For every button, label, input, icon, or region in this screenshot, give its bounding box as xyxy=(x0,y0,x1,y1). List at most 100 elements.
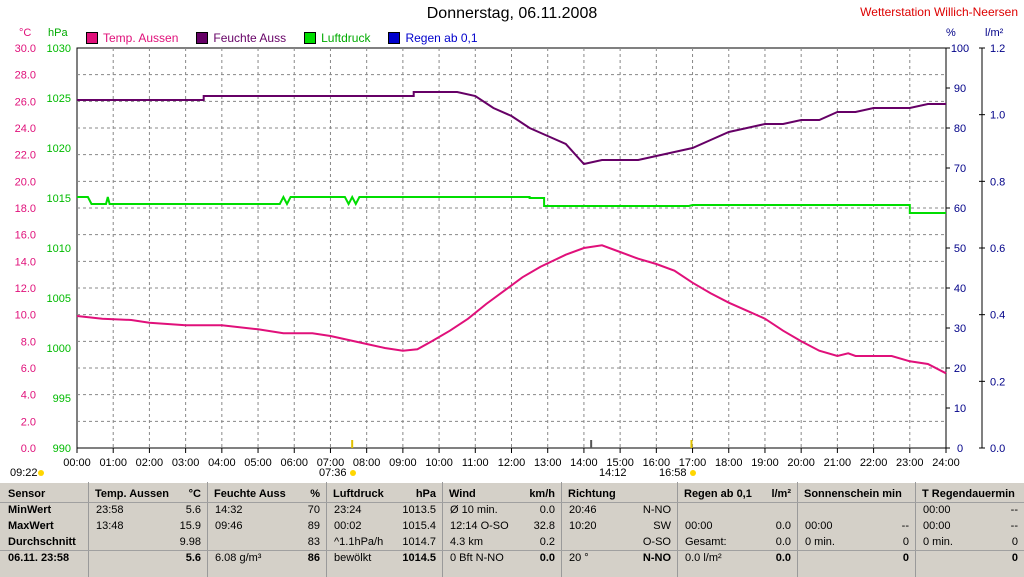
column-header: Wind xyxy=(449,488,476,500)
humidity-tick-label: 60 xyxy=(954,203,966,215)
legend-label-rain: Regen ab 0,1 xyxy=(405,31,478,45)
x-tick-label: 07:00 xyxy=(317,457,345,469)
rain-tick-label: 1.2 xyxy=(990,43,1005,55)
x-tick-label: 17:00 xyxy=(679,457,707,469)
column-separator xyxy=(797,482,798,577)
pressure-tick-label: 1030 xyxy=(47,43,71,55)
legend-item-pressure: Luftdruck xyxy=(304,31,370,45)
cell-value: 0.2 xyxy=(539,536,555,548)
humidity-tick-label: 50 xyxy=(954,243,966,255)
cell-label: 6.08 g/m³ xyxy=(215,552,262,564)
cell-value: 89 xyxy=(307,520,320,532)
x-tick-label: 01:00 xyxy=(99,457,127,469)
cell-label: 0 Bft N-NO xyxy=(450,552,504,564)
cell-label: 10:20 xyxy=(569,520,597,532)
temp-tick-label: 4.0 xyxy=(21,390,36,402)
x-tick-label: 12:00 xyxy=(498,457,526,469)
cell-label: ^1.1hPa/h xyxy=(334,536,384,548)
temp-tick-label: 12.0 xyxy=(15,283,36,295)
row-label-header: Sensor xyxy=(8,488,46,500)
column-header: Sonnenschein min xyxy=(804,488,902,500)
x-tick-label: 22:00 xyxy=(860,457,888,469)
x-tick-label: 19:00 xyxy=(751,457,779,469)
cell-label: 09:46 xyxy=(215,520,243,532)
cell-label: 0.0 l/m² xyxy=(685,552,722,564)
cell-value: 1013.5 xyxy=(402,504,436,516)
x-tick-label: 18:00 xyxy=(715,457,743,469)
temp-tick-label: 28.0 xyxy=(15,70,36,82)
humidity-swatch xyxy=(196,32,209,44)
cell-value: 0.0 xyxy=(775,520,791,532)
sunset-icon xyxy=(690,470,696,476)
temp-tick-label: 14.0 xyxy=(15,256,36,268)
rain-unit-label: l/m² xyxy=(985,27,1004,39)
cell-label: Ø 10 min. xyxy=(450,504,498,516)
cell-label: 0 min. xyxy=(923,536,953,548)
temp-tick-label: 8.0 xyxy=(21,336,36,348)
humidity-tick-label: 30 xyxy=(954,323,966,335)
legend: Temp. Aussen Feuchte Auss Luftdruck Rege… xyxy=(86,31,496,45)
cell-value: 83 xyxy=(307,536,320,548)
cell-value: 15.9 xyxy=(179,520,201,532)
x-tick-label: 16:00 xyxy=(643,457,671,469)
column-separator xyxy=(88,482,89,577)
sunrise-icon xyxy=(350,470,356,476)
humidity-tick-label: 70 xyxy=(954,163,966,175)
humidity-tick-label: 100 xyxy=(951,43,969,55)
x-tick-label: 08:00 xyxy=(353,457,381,469)
rain-tick-label: 0.8 xyxy=(990,176,1005,188)
noon-time-label: 14:12 xyxy=(599,467,627,479)
temp-tick-label: 26.0 xyxy=(15,96,36,108)
column-header: Richtung xyxy=(568,488,616,500)
chart-title: Donnerstag, 06.11.2008 xyxy=(426,5,598,22)
series-line-temp-aussen xyxy=(76,244,947,375)
temp-tick-label: 24.0 xyxy=(15,123,36,135)
x-tick-label: 04:00 xyxy=(208,457,236,469)
column-unit: l/m² xyxy=(771,488,791,500)
x-tick-label: 11:00 xyxy=(462,457,489,469)
x-tick-label: 06:00 xyxy=(280,457,308,469)
pressure-unit-label: hPa xyxy=(48,27,68,39)
temp-tick-label: 30.0 xyxy=(15,43,36,55)
pressure-tick-label: 1015 xyxy=(47,193,71,205)
pressure-swatch xyxy=(304,32,317,44)
column-header: Temp. Aussen xyxy=(95,488,169,500)
humidity-tick-label: 80 xyxy=(954,123,966,135)
cell-label: Gesamt: xyxy=(685,536,727,548)
temp-tick-label: 20.0 xyxy=(15,176,36,188)
pressure-tick-label: 1010 xyxy=(47,243,71,255)
rain-tick-label: 0.4 xyxy=(990,310,1005,322)
temp-tick-label: 0.0 xyxy=(21,443,36,455)
cell-label: 20 ° xyxy=(569,552,589,564)
cell-label: 00:00 xyxy=(923,520,951,532)
row-label-min: MinWert xyxy=(8,504,52,516)
cell-value: 1015.4 xyxy=(402,520,436,532)
legend-item-rain: Regen ab 0,1 xyxy=(388,31,478,45)
cell-value: 0 xyxy=(1011,536,1018,548)
column-separator xyxy=(207,482,208,577)
column-unit: km/h xyxy=(529,488,555,500)
cell-value: 0 xyxy=(902,552,909,564)
rain-swatch xyxy=(388,32,401,44)
cell-value: 9.98 xyxy=(179,536,201,548)
x-tick-label: 05:00 xyxy=(244,457,272,469)
legend-item-temp: Temp. Aussen xyxy=(86,31,178,45)
cell-value: N-NO xyxy=(642,552,671,564)
humidity-tick-label: 40 xyxy=(954,283,966,295)
x-tick-label: 13:00 xyxy=(534,457,562,469)
humidity-tick-label: 20 xyxy=(954,363,966,375)
column-unit: hPa xyxy=(415,488,436,500)
x-tick-label: 02:00 xyxy=(136,457,164,469)
row-label-avg: Durchschnitt xyxy=(8,536,76,548)
column-separator xyxy=(677,482,678,577)
x-tick-label: 15:00 xyxy=(606,457,634,469)
cell-label: 00:00 xyxy=(685,520,713,532)
cell-value: -- xyxy=(901,520,909,532)
column-unit: °C xyxy=(188,488,201,500)
column-separator xyxy=(326,482,327,577)
temp-tick-label: 22.0 xyxy=(15,150,36,162)
row-separator xyxy=(0,550,1024,551)
x-tick-label: 24:00 xyxy=(932,457,960,469)
row-label-column: Sensor MinWert MaxWert Durchschnitt 06.1… xyxy=(0,482,88,577)
row-label-max: MaxWert xyxy=(8,520,54,532)
